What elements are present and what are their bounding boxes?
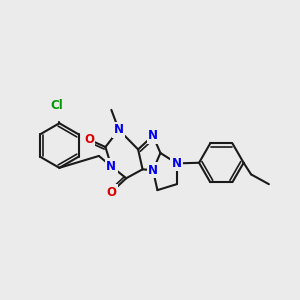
Text: N: N bbox=[106, 160, 116, 173]
Text: N: N bbox=[148, 129, 158, 142]
Text: Cl: Cl bbox=[50, 99, 63, 112]
Text: N: N bbox=[148, 164, 158, 177]
Text: O: O bbox=[84, 133, 94, 146]
Text: N: N bbox=[172, 157, 182, 170]
Text: O: O bbox=[106, 186, 116, 199]
Text: N: N bbox=[114, 123, 124, 136]
